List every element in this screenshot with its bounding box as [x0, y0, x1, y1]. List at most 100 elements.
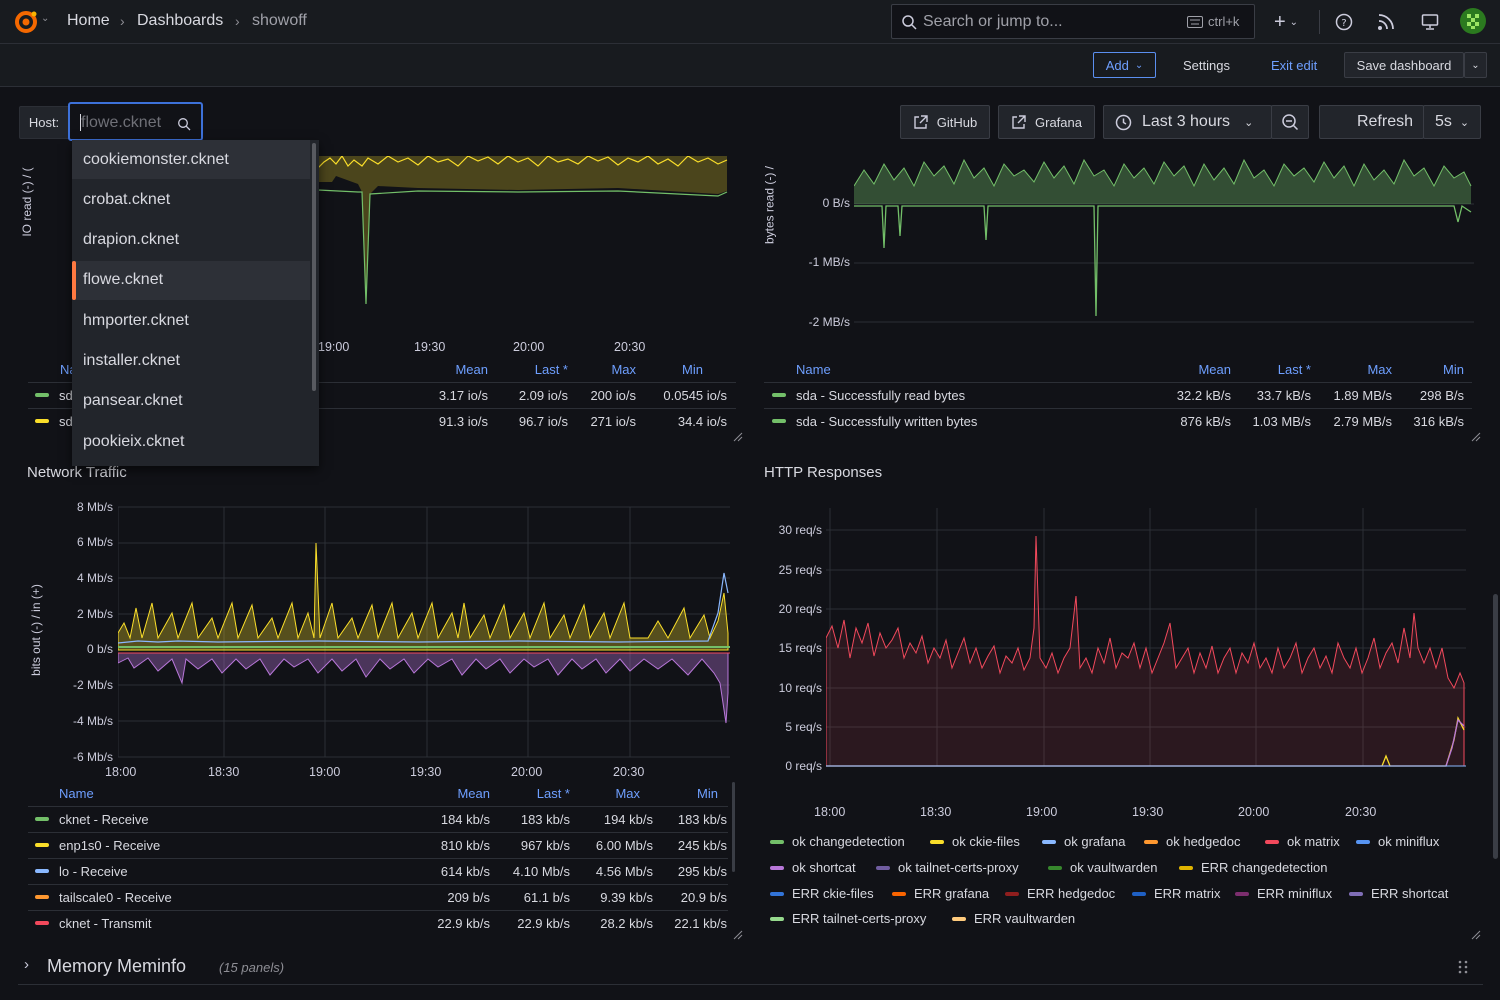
http-legend-item[interactable]: ERR changedetection	[1179, 860, 1327, 875]
http-legend-item[interactable]: ERR hedgedoc	[1005, 886, 1115, 901]
bytes-legend-header-min[interactable]: Min	[1443, 362, 1464, 377]
row-memory-meminfo[interactable]: › Memory Meminfo (15 panels)	[18, 950, 1483, 984]
dropdown-scrollbar[interactable]	[312, 143, 316, 391]
github-link-button[interactable]: GitHub	[900, 105, 990, 139]
http-legend-item[interactable]: ERR ckie-files	[770, 886, 874, 901]
resize-handle-icon[interactable]	[733, 930, 743, 940]
network-legend-row-name[interactable]: lo - Receive	[59, 864, 128, 879]
bytes-legend-swatch	[772, 393, 786, 397]
save-dashboard-button[interactable]: Save dashboard	[1344, 52, 1464, 78]
network-legend-header-min[interactable]: Min	[697, 786, 718, 801]
user-avatar-icon[interactable]	[1460, 8, 1486, 34]
io-legend-header-min[interactable]: Min	[682, 362, 703, 377]
io-chart	[318, 156, 728, 305]
network-legend-header-mean[interactable]: Mean	[457, 786, 490, 801]
grafana-link-button[interactable]: Grafana	[998, 105, 1095, 139]
save-options-button[interactable]: ⌄	[1464, 52, 1487, 78]
network-legend-row-name[interactable]: cknet - Transmit	[59, 916, 152, 931]
network-legend-row-min: 20.9 b/s	[680, 890, 727, 905]
http-legend-item[interactable]: ok ckie-files	[930, 834, 1020, 849]
resize-handle-icon[interactable]	[1471, 930, 1481, 940]
http-legend-item[interactable]: ok tailnet-certs-proxy	[876, 860, 1019, 875]
network-legend-row-min: 245 kb/s	[677, 838, 727, 853]
bytes-legend-header-last[interactable]: Last *	[1277, 362, 1311, 377]
host-option[interactable]: installer.cknet	[72, 342, 310, 381]
http-legend-item[interactable]: ok miniflux	[1356, 834, 1439, 849]
network-legend-divider	[28, 832, 728, 833]
host-option[interactable]: cookiemonster.cknet	[72, 140, 310, 179]
http-legend-item[interactable]: ERR shortcat	[1349, 886, 1448, 901]
network-legend-header-name[interactable]: Name	[59, 786, 94, 801]
host-option[interactable]: pookieix.cknet	[72, 422, 310, 461]
bytes-legend-header-max[interactable]: Max	[1367, 362, 1392, 377]
row-divider	[18, 984, 1483, 985]
http-legend-item[interactable]: ERR miniflux	[1235, 886, 1332, 901]
kiosk-mode-button[interactable]	[1417, 9, 1443, 35]
http-legend-item[interactable]: ERR tailnet-certs-proxy	[770, 911, 926, 926]
network-legend-row-name[interactable]: cknet - Receive	[59, 812, 149, 827]
io-legend-row-name[interactable]: sd	[59, 388, 73, 403]
io-legend-header-max[interactable]: Max	[611, 362, 636, 377]
host-option[interactable]: pansear.cknet	[72, 382, 310, 421]
host-option[interactable]: flowe.cknet	[72, 260, 310, 300]
io-legend-header-mean[interactable]: Mean	[455, 362, 488, 377]
http-legend-label: ERR tailnet-certs-proxy	[792, 911, 927, 926]
settings-button[interactable]: Settings	[1183, 58, 1230, 73]
http-legend-item[interactable]: ERR vaultwarden	[952, 911, 1075, 926]
legend-scrollbar[interactable]	[732, 782, 735, 872]
add-button[interactable]: Add ⌄	[1093, 52, 1156, 78]
keyboard-icon	[1187, 16, 1203, 28]
host-option-label: installer.cknet	[83, 352, 180, 369]
network-legend-header-last[interactable]: Last *	[536, 786, 570, 801]
host-option[interactable]: hmporter.cknet	[72, 301, 310, 340]
resize-handle-icon[interactable]	[733, 432, 743, 442]
drag-handle-icon[interactable]	[1458, 960, 1468, 974]
bytes-legend-row-name[interactable]: sda - Successfully read bytes	[796, 388, 966, 403]
news-button[interactable]	[1373, 9, 1399, 35]
refresh-interval-picker[interactable]: 5s ⌄	[1423, 105, 1481, 139]
grafana-logo-icon[interactable]	[12, 8, 40, 36]
host-option[interactable]: drapion.cknet	[72, 221, 310, 260]
time-range-picker[interactable]: Last 3 hours ⌄	[1103, 105, 1272, 139]
http-legend-item[interactable]: ERR matrix	[1132, 886, 1220, 901]
page-scrollbar[interactable]	[1493, 594, 1498, 859]
new-menu-button[interactable]: + ⌄	[1268, 9, 1304, 35]
network-legend-header-max[interactable]: Max	[615, 786, 640, 801]
bytes-written-area	[854, 156, 1471, 204]
bytes-legend-row-name[interactable]: sda - Successfully written bytes	[796, 414, 978, 429]
bytes-legend-header-mean[interactable]: Mean	[1198, 362, 1231, 377]
help-button[interactable]: ?	[1331, 9, 1357, 35]
breadcrumb-home[interactable]: Home	[67, 12, 110, 29]
zoom-out-button[interactable]	[1271, 105, 1309, 139]
http-legend-swatch	[930, 839, 944, 844]
http-legend-item[interactable]: ok changedetection	[770, 834, 905, 849]
exit-edit-button[interactable]: Exit edit	[1271, 58, 1318, 73]
network-legend-row-name[interactable]: tailscale0 - Receive	[59, 890, 172, 905]
io-legend-header-last[interactable]: Last *	[534, 362, 568, 377]
bytes-legend-header-name[interactable]: Name	[796, 362, 831, 377]
resize-handle-icon[interactable]	[1471, 432, 1481, 442]
search-input[interactable]: Search or jump to... ctrl+k	[891, 4, 1255, 39]
http-legend-item[interactable]: ERR grafana	[892, 886, 989, 901]
host-variable-input[interactable]: flowe.cknet	[68, 102, 203, 141]
http-legend-item[interactable]: ok hedgedoc	[1144, 834, 1240, 849]
http-legend-item[interactable]: ok grafana	[1042, 834, 1125, 849]
host-option-label: crobat.cknet	[83, 190, 171, 208]
http-legend-item[interactable]: ok matrix	[1265, 834, 1340, 849]
network-legend-row-name[interactable]: enp1s0 - Receive	[59, 838, 161, 853]
http-legend-item[interactable]: ok shortcat	[770, 860, 856, 875]
http-legend-label: ok grafana	[1064, 834, 1126, 849]
io-legend-row-name[interactable]: sd	[59, 414, 73, 429]
network-legend-swatch	[35, 895, 49, 899]
panel-title[interactable]: HTTP Responses	[764, 464, 883, 481]
http-legend-label: ok miniflux	[1378, 834, 1440, 849]
http-legend-label: ok matrix	[1287, 834, 1340, 849]
bytes-legend-row-min: 316 kB/s	[1413, 414, 1464, 429]
bytes-chart	[854, 156, 1474, 323]
breadcrumb-dashboards[interactable]: Dashboards	[137, 12, 224, 29]
host-option[interactable]: crobat.cknet	[72, 180, 310, 219]
refresh-button[interactable]: Refresh	[1319, 105, 1424, 139]
panel-title[interactable]: Network Traffic	[27, 464, 127, 481]
chevron-down-icon[interactable]: ⌄	[41, 13, 50, 24]
http-legend-item[interactable]: ok vaultwarden	[1048, 860, 1157, 875]
